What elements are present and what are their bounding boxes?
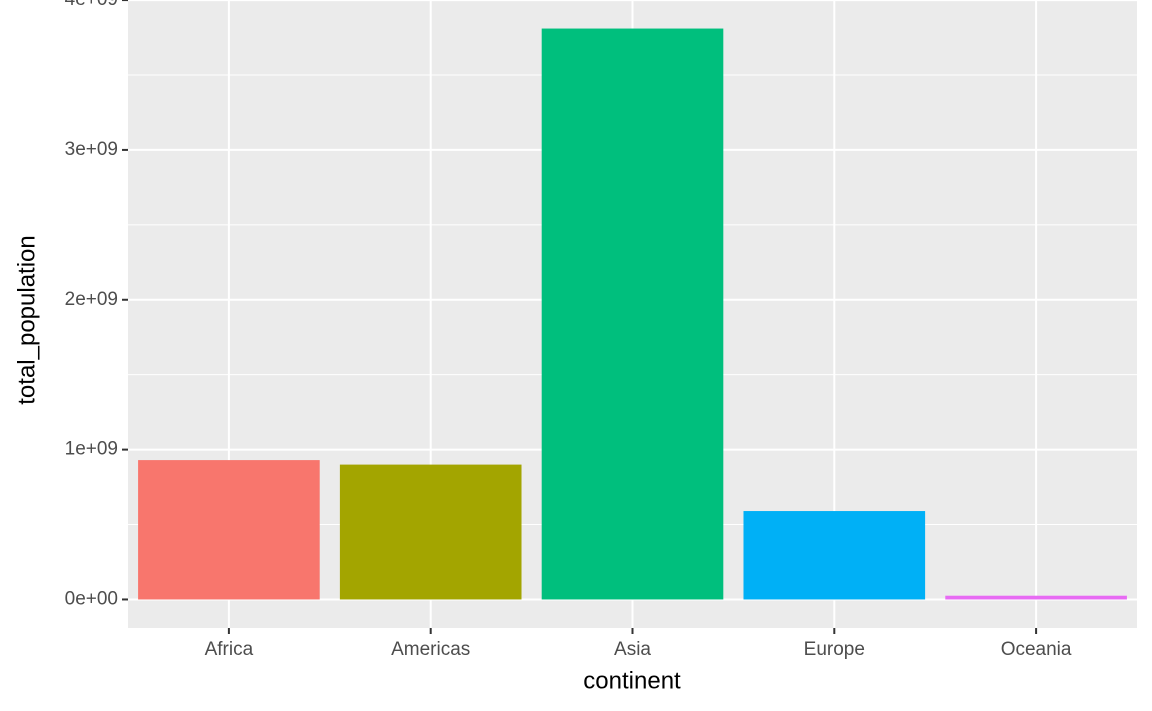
y-axis-title: total_population bbox=[13, 235, 40, 404]
y-tick-label: 0e+00 bbox=[65, 588, 118, 609]
y-tick-label: 2e+09 bbox=[65, 289, 118, 310]
bar bbox=[138, 460, 320, 600]
x-tick-label: Europe bbox=[804, 639, 865, 660]
bar bbox=[743, 511, 926, 600]
bar bbox=[945, 595, 1127, 600]
bar bbox=[339, 464, 522, 600]
x-tick-label: Oceania bbox=[1001, 639, 1072, 660]
x-axis-title: continent bbox=[583, 667, 681, 694]
x-tick-label: Americas bbox=[391, 639, 470, 660]
bar bbox=[541, 28, 724, 600]
y-tick-label: 1e+09 bbox=[65, 439, 118, 460]
x-tick-label: Africa bbox=[205, 639, 254, 660]
y-tick-label: 3e+09 bbox=[65, 139, 118, 160]
y-tick-label: 4e+09 bbox=[65, 0, 118, 10]
x-tick-label: Asia bbox=[614, 639, 651, 660]
